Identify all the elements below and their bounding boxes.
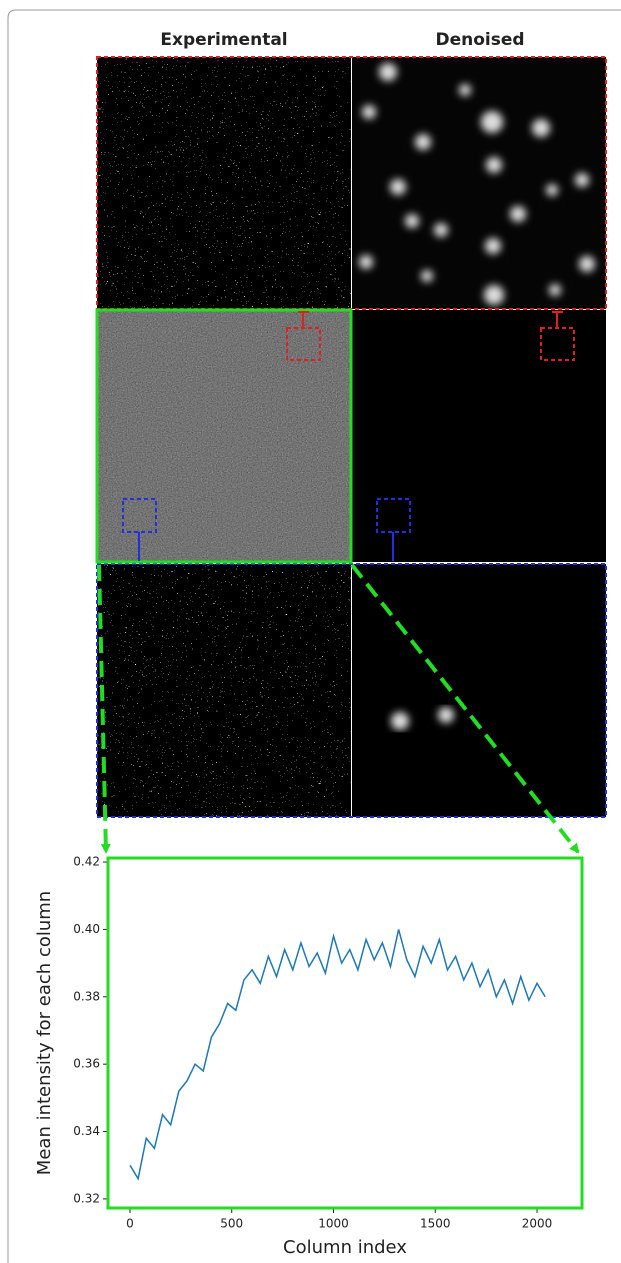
image: [352, 57, 606, 309]
noise: [97, 57, 351, 309]
y-tick-label: 0.36: [73, 1057, 100, 1071]
y-tick-label: 0.38: [73, 989, 100, 1003]
noise: [97, 564, 351, 817]
x-tick-label: 2000: [522, 1217, 553, 1231]
x-tick-label: 500: [220, 1217, 243, 1231]
column-title: Experimental: [160, 30, 287, 50]
x-tick-label: 1000: [318, 1217, 349, 1231]
axes-frame: [108, 858, 582, 1208]
y-tick-label: 0.32: [73, 1191, 100, 1205]
y-tick-label: 0.40: [73, 922, 100, 936]
y-tick-label: 0.34: [73, 1124, 100, 1138]
dots: [430, 330, 606, 562]
y-tick-label: 0.42: [73, 855, 100, 869]
figure: Experimental Denoised 0.320.340.360.380.…: [0, 0, 621, 1263]
line: [130, 929, 545, 1178]
column-title: Denoised: [435, 30, 524, 50]
x-tick-label: 0: [126, 1217, 134, 1231]
y-axis-label: Mean intensity for each column: [34, 891, 55, 1175]
chart: 0.32 0.34 0.36 0.38 0.40 0.42 0 500 1000 1500 2000…: [34, 855, 582, 1258]
image: [352, 564, 606, 817]
x-tick-label: 1500: [420, 1217, 451, 1231]
noise: [97, 310, 351, 562]
x-axis-label: Column index: [283, 1237, 407, 1258]
